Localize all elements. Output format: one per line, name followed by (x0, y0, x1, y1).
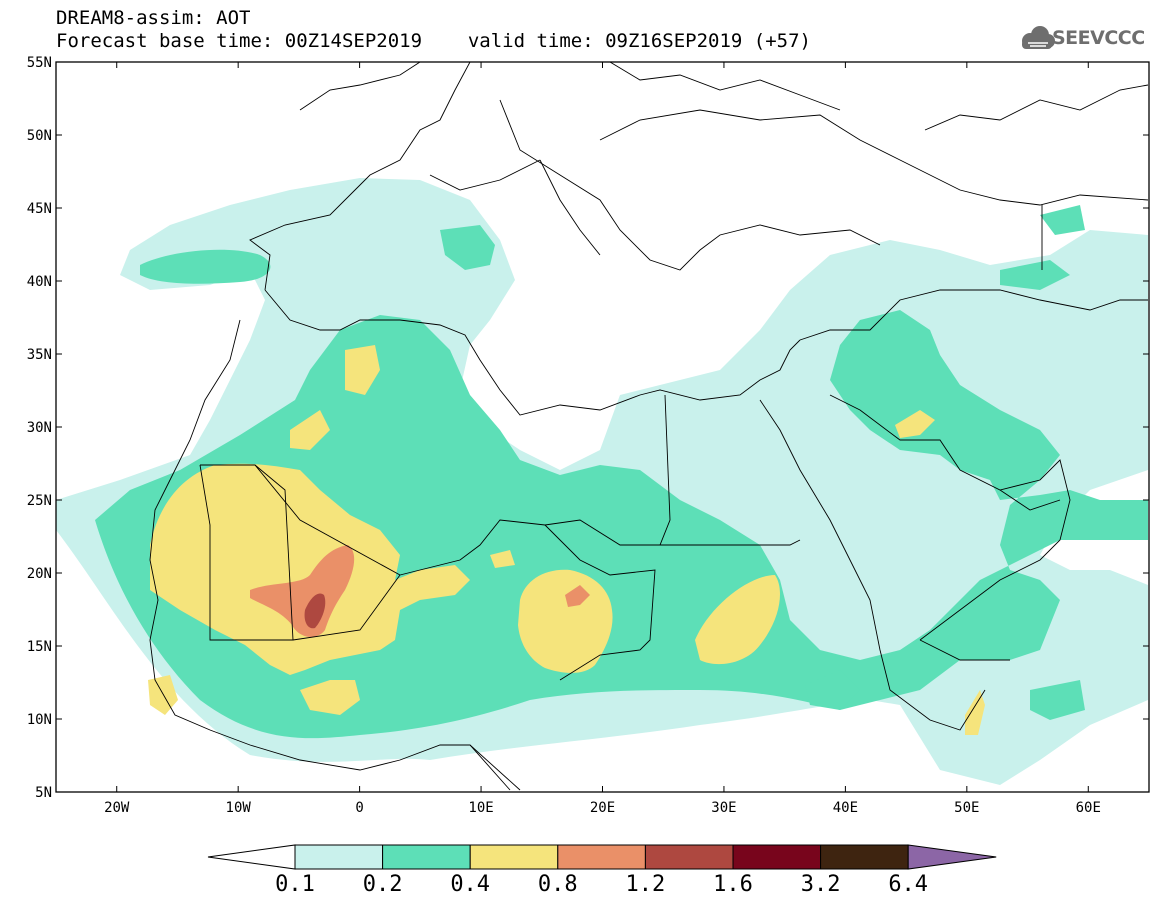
colorbar-over-triangle (907, 844, 997, 870)
colorbar-label: 1.2 (626, 872, 666, 897)
colorbar-cell (294, 844, 384, 870)
lon-tick-label: 10E (468, 800, 493, 816)
valid-time: valid time: 09Z16SEP2019 (+57) (467, 30, 811, 52)
aot-level-0.8-1.2 (250, 545, 590, 637)
lon-tick-label: 20E (590, 800, 615, 816)
colorbar-label: 0.1 (275, 872, 315, 897)
lat-tick-label: 5N (35, 785, 52, 801)
colorbar-under-triangle (207, 844, 296, 870)
lon-tick-label: 60E (1076, 800, 1101, 816)
axis-ticks: 55N 50N 45N 40N 35N 30N 25N 20N 15N 10N 5N 20W 10W 0 1… (27, 55, 1149, 816)
lat-tick-label: 10N (27, 712, 52, 728)
colorbar-label: 6.4 (888, 872, 928, 897)
map-subtitle: Forecast base time: 00Z14SEP2019 valid t… (56, 30, 811, 52)
colorbar-cell (644, 844, 734, 870)
map-title: DREAM8-assim: AOT (56, 7, 251, 29)
colorbar-cell (382, 844, 471, 870)
lat-tick-label: 40N (27, 274, 52, 290)
lat-tick-label: 50N (27, 128, 52, 144)
lat-tick-label: 20N (27, 566, 52, 582)
colorbar-cell (469, 844, 559, 870)
aot-level-1.2-1.6 (304, 593, 326, 629)
lon-tick-label: 50E (954, 800, 979, 816)
lat-tick-label: 35N (27, 347, 52, 363)
logo-text: SEEVCCC (1052, 27, 1145, 49)
colorbar-label: 1.6 (713, 872, 753, 897)
seevccc-logo (1022, 26, 1055, 49)
lat-tick-label: 30N (27, 420, 52, 436)
lat-tick-label: 25N (27, 493, 52, 509)
lon-tick-label: 40E (833, 800, 858, 816)
colorbar-label: 0.8 (538, 872, 578, 897)
country-borders (149, 62, 1149, 791)
lat-tick-label: 15N (27, 639, 52, 655)
colorbar-label: 0.2 (363, 872, 403, 897)
colorbar-label: 3.2 (801, 872, 841, 897)
colorbar-cell (557, 844, 646, 870)
base-time: Forecast base time: 00Z14SEP2019 (56, 30, 423, 52)
colorbar-cell (732, 844, 822, 870)
lon-tick-label: 20W (104, 800, 130, 816)
colorbar-cell (820, 844, 909, 870)
lon-tick-label: 10W (226, 800, 252, 816)
lat-tick-label: 55N (27, 55, 52, 71)
lat-tick-label: 45N (27, 201, 52, 217)
lon-tick-label: 30E (711, 800, 736, 816)
lon-tick-label: 0 (355, 800, 363, 816)
colorbar-label: 0.4 (450, 872, 490, 897)
